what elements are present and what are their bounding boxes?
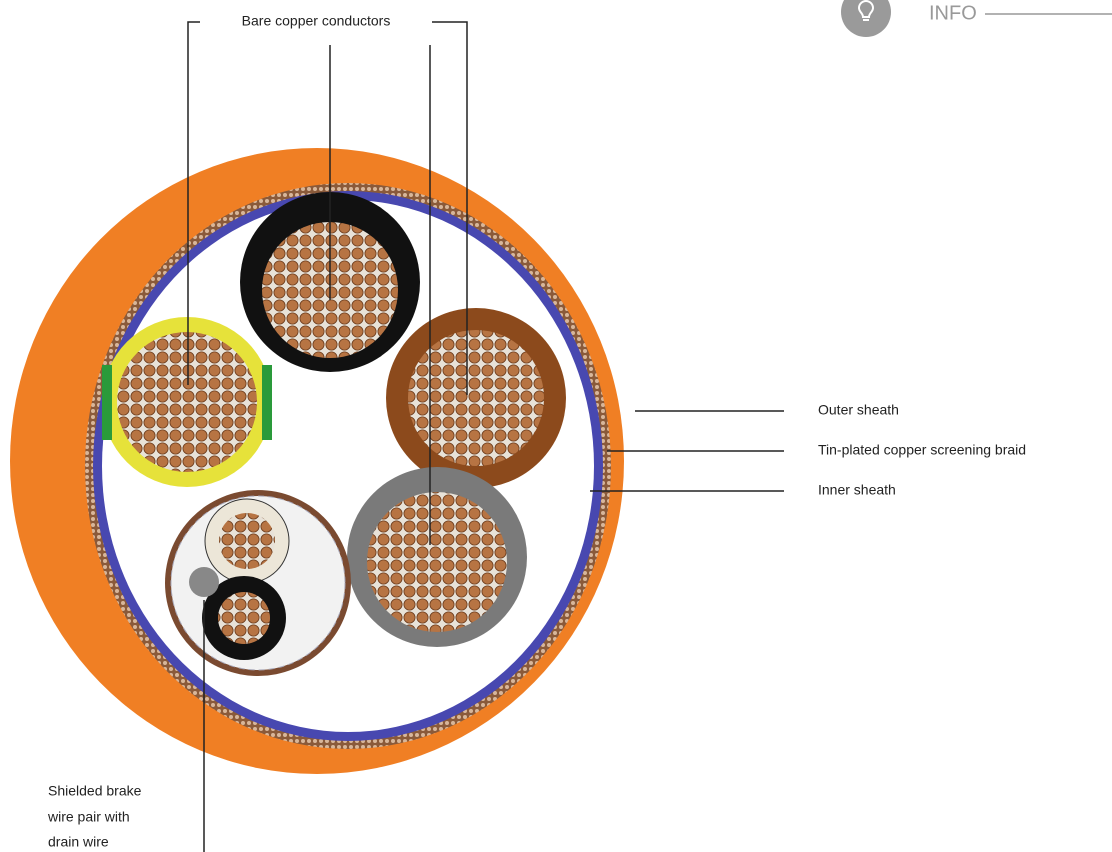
cable bbox=[10, 148, 624, 774]
label: wire pair with bbox=[47, 809, 130, 825]
label: Outer sheath bbox=[818, 402, 899, 418]
label: Tin-plated copper screening braid bbox=[818, 442, 1026, 458]
strands bbox=[218, 592, 270, 644]
stripe bbox=[262, 365, 272, 440]
page: Bare copper conductors Outer sheath Tin-… bbox=[0, 0, 1112, 852]
strands bbox=[408, 330, 544, 466]
label: Shielded brake bbox=[48, 783, 142, 799]
label: Bare copper conductors bbox=[242, 13, 391, 29]
strands bbox=[219, 513, 275, 569]
stripe bbox=[102, 365, 112, 440]
drain-wire bbox=[189, 567, 219, 597]
info-badge[interactable]: INFO bbox=[841, 0, 1112, 37]
label: Inner sheath bbox=[818, 482, 896, 498]
diagram: Bare copper conductors Outer sheath Tin-… bbox=[0, 0, 1112, 852]
strands bbox=[117, 332, 257, 472]
info-icon bbox=[841, 0, 891, 37]
info-label: INFO bbox=[929, 2, 977, 24]
strands bbox=[367, 492, 507, 632]
label: drain wire bbox=[48, 834, 109, 850]
